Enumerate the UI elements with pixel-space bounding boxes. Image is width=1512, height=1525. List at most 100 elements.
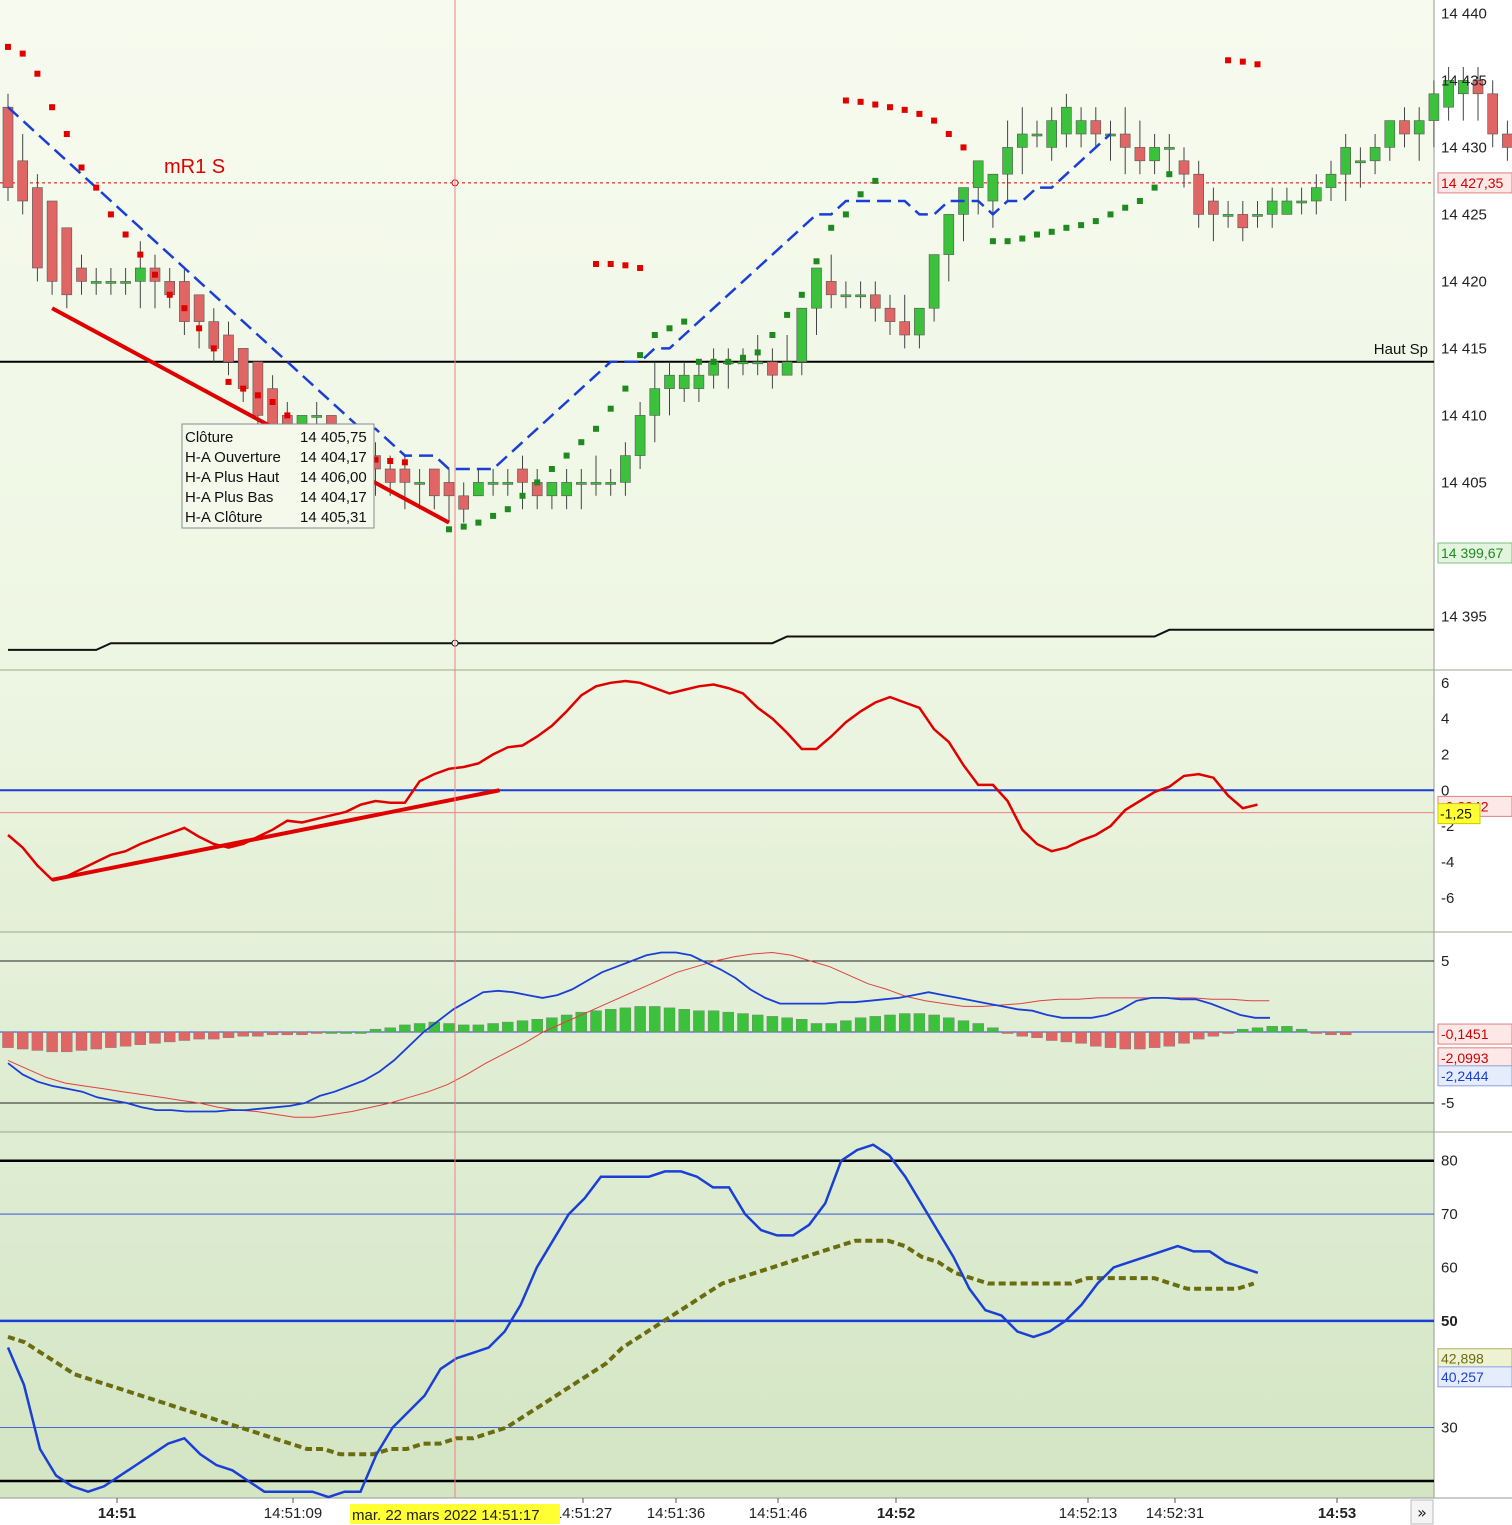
candle-body [825, 281, 837, 296]
time-tick-label: 14:51 [98, 1505, 136, 1522]
psar-dot [210, 345, 217, 352]
macd-histogram-bar [384, 1027, 396, 1033]
macd-histogram-bar [1075, 1031, 1087, 1044]
macd-histogram-bar [1031, 1031, 1043, 1038]
candle [487, 469, 499, 496]
psar-dot [34, 70, 41, 77]
candle [840, 281, 852, 309]
candle-body [414, 482, 425, 485]
psar-dot [401, 459, 408, 466]
macd-histogram-bar [458, 1024, 470, 1033]
scroll-right-button[interactable] [1410, 1499, 1434, 1525]
psar-dot [152, 271, 158, 278]
psar-dot [637, 352, 644, 359]
macd-histogram-bar [1163, 1031, 1176, 1047]
macd-histogram-bar [134, 1031, 147, 1045]
tooltip-value: 14 404,17 [300, 449, 367, 466]
macd-histogram-bar [928, 1014, 940, 1033]
psar-dot [857, 98, 864, 105]
candle [76, 254, 87, 295]
macd-histogram-bar [46, 1031, 58, 1053]
psar-dot [607, 405, 614, 412]
mr1-price-tag: 14 427,35 [1437, 172, 1512, 194]
candle [1237, 201, 1249, 242]
candle-body [487, 482, 499, 485]
candle [414, 469, 425, 510]
macd-tick-label: -5 [1441, 1095, 1454, 1112]
macd-histogram-bar [281, 1031, 293, 1036]
candle-body [1428, 93, 1440, 121]
candle-body [237, 348, 249, 389]
macd-histogram-bar [737, 1013, 749, 1033]
psar-dot [1107, 211, 1114, 218]
candle-body [1266, 200, 1278, 215]
candle-body [1502, 133, 1512, 148]
candle [1075, 107, 1087, 148]
psar-dot [931, 117, 938, 124]
psar-dot [651, 332, 658, 338]
tooltip-label: H-A Plus Haut [185, 469, 280, 486]
candle-body [855, 294, 866, 298]
macd-histogram-bar [163, 1031, 176, 1043]
macd-histogram-bar [399, 1024, 411, 1033]
macd-histogram-bar [884, 1014, 896, 1033]
candle [1164, 134, 1175, 175]
candle [1487, 80, 1498, 148]
macd-histogram-bar [1060, 1031, 1073, 1043]
psar-dot [637, 265, 644, 271]
candle-body [1208, 200, 1219, 215]
candle-body [987, 173, 999, 202]
psar-dot [872, 101, 879, 108]
macd-panel[interactable] [0, 951, 1434, 1118]
rsi-signal-tag: 42,898 [1437, 1348, 1512, 1370]
candle-body [2, 106, 14, 188]
candle-body [1075, 120, 1087, 135]
tooltip-value: 14 404,17 [300, 489, 367, 506]
macd-histogram-bar [678, 1009, 690, 1033]
macd-histogram-bar [178, 1031, 191, 1041]
psar-dot [725, 358, 732, 365]
macd-histogram-bar [311, 1031, 323, 1034]
candle-body [517, 468, 528, 483]
psar-dot [828, 224, 835, 231]
psar-dot [754, 349, 761, 356]
psar-dot [945, 131, 952, 137]
psar-dot [475, 519, 482, 526]
psar-dot [1122, 204, 1129, 211]
candle-body [1252, 214, 1263, 217]
macd-histogram-bar [443, 1023, 455, 1033]
candle-body [1458, 80, 1469, 95]
psar-dot [284, 412, 291, 419]
candle-body [796, 307, 808, 363]
candle-body [590, 482, 602, 485]
macd-histogram-bar [1148, 1031, 1161, 1048]
psar-dot [122, 231, 129, 238]
candle-body [1281, 200, 1293, 215]
psar-dot [1225, 57, 1232, 64]
psar-dot [534, 479, 541, 486]
candle-body [840, 294, 852, 298]
candle [1399, 107, 1410, 148]
price-panel-bg [0, 0, 1434, 670]
macd-value-tag-text: -2,2444 [1441, 1068, 1489, 1084]
macd-histogram-bar [1016, 1031, 1028, 1037]
candle [1355, 147, 1366, 188]
macd-histogram-bar [105, 1031, 117, 1048]
rsi-panel[interactable] [0, 1143, 1434, 1499]
macd-histogram-bar [899, 1013, 911, 1033]
ohlc-tooltip: Clôture 14 405,75 H-A Ouverture 14 404,1… [181, 423, 375, 529]
candle-body [1090, 120, 1102, 135]
candle-body [90, 281, 102, 284]
oscillator-panel[interactable] [0, 679, 1434, 882]
psar-dot [740, 354, 746, 361]
psar-dot [196, 325, 203, 332]
psar-dot [769, 332, 776, 338]
oscillator-tick-label: -6 [1441, 890, 1454, 907]
candle [811, 267, 822, 335]
macd-histogram-bar [972, 1023, 984, 1033]
candle [987, 173, 999, 228]
psar-dot [519, 492, 526, 499]
candle-body [311, 415, 323, 418]
macd-histogram-bar [369, 1028, 382, 1033]
